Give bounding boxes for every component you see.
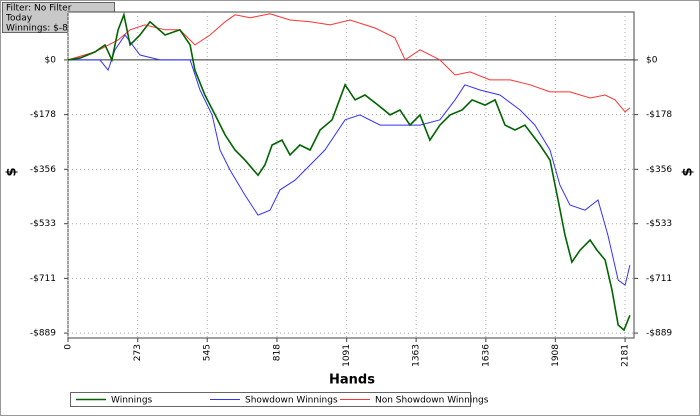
x-tick-label: 1363 bbox=[412, 344, 422, 367]
winnings-text: Winnings: $-828.15 bbox=[6, 24, 94, 34]
legend-box bbox=[70, 392, 471, 407]
y-axis-label: $ bbox=[5, 167, 20, 176]
series-line bbox=[68, 34, 631, 287]
legend-label: Non Showdown Winnings bbox=[375, 396, 489, 406]
y-tick-label: -$711 bbox=[30, 274, 56, 284]
x-tick-label: 818 bbox=[272, 344, 282, 361]
x-axis-label: Hands bbox=[329, 373, 375, 388]
y-tick-label-right: -$178 bbox=[646, 110, 672, 120]
period-text: Today bbox=[5, 14, 33, 24]
y-tick-label: -$356 bbox=[30, 165, 56, 175]
y-tick-label-right: -$356 bbox=[646, 165, 672, 175]
y-tick-label-right: -$533 bbox=[646, 219, 672, 229]
filter-text: Filter: No Filter bbox=[6, 4, 72, 14]
y-axis-label-right: $ bbox=[681, 167, 696, 176]
y-tick-label: -$533 bbox=[30, 219, 56, 229]
legend-label: Winnings bbox=[111, 396, 153, 406]
x-tick-label: 1908 bbox=[551, 344, 561, 367]
x-tick-label: 0 bbox=[64, 344, 74, 350]
x-tick-label: 273 bbox=[133, 344, 143, 361]
x-tick-label: 2181 bbox=[621, 344, 631, 367]
y-tick-label-right: $0 bbox=[646, 55, 658, 65]
y-tick-label: -$889 bbox=[30, 329, 56, 339]
plot-area bbox=[67, 11, 635, 339]
info-box: Filter: No Filter Today Winnings: $-828.… bbox=[2, 2, 115, 34]
series-line bbox=[67, 11, 631, 332]
legend-label: Showdown Winnings bbox=[245, 396, 338, 406]
x-tick-label: 545 bbox=[203, 344, 213, 361]
y-tick-label-right: -$889 bbox=[646, 329, 672, 339]
series-line bbox=[67, 13, 631, 113]
y-tick-label: -$178 bbox=[30, 110, 56, 120]
x-tick-label: 1091 bbox=[342, 344, 352, 367]
y-tick-label: $0 bbox=[45, 55, 57, 65]
x-tick-label: 1636 bbox=[481, 344, 491, 367]
y-tick-label-right: -$711 bbox=[646, 274, 672, 284]
